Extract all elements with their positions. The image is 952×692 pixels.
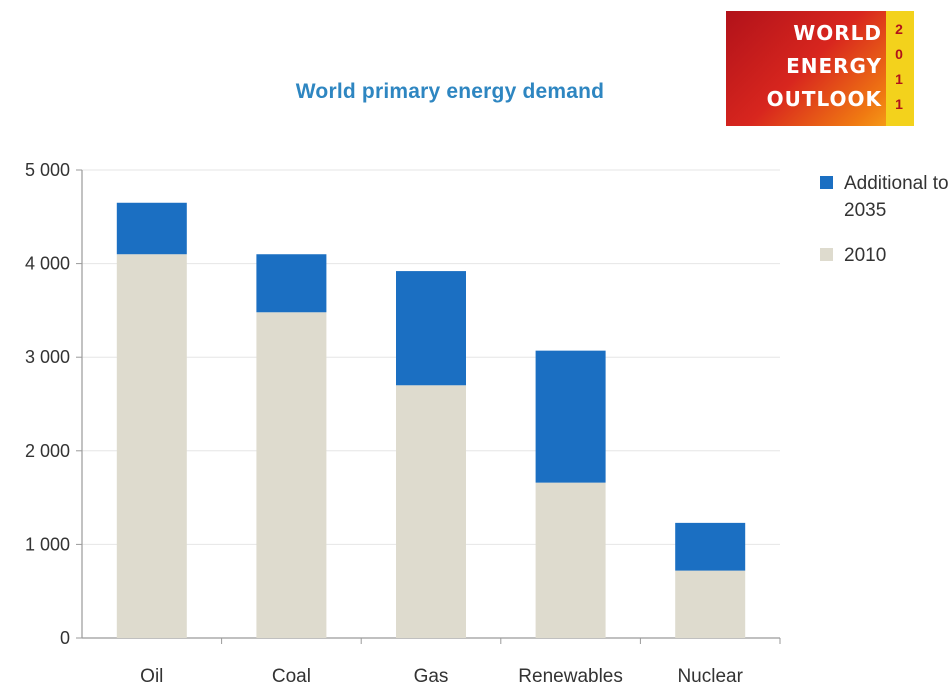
bar-segment-additional bbox=[396, 271, 466, 386]
x-tick-label: Renewables bbox=[518, 666, 623, 687]
legend-swatch-2010 bbox=[820, 248, 833, 261]
legend-label-2010: 2010 bbox=[844, 245, 887, 266]
y-tick-label: 3 000 bbox=[25, 347, 70, 367]
logo-year-digit: 1 bbox=[895, 71, 903, 87]
logo-year-digit: 0 bbox=[895, 46, 903, 62]
legend-swatch-additional bbox=[820, 176, 833, 189]
logo-line-2: ENERGY bbox=[786, 54, 882, 78]
logo-year-digit: 2 bbox=[895, 21, 903, 37]
bar-segment-additional bbox=[675, 522, 746, 571]
logo-year-band bbox=[886, 11, 914, 126]
bar-segment-2010 bbox=[675, 570, 746, 638]
bar-segment-additional bbox=[116, 202, 187, 255]
x-tick-label: Oil bbox=[140, 666, 163, 687]
bar-segment-2010 bbox=[256, 312, 327, 638]
x-tick-label: Gas bbox=[414, 666, 449, 687]
logo-year-digit: 1 bbox=[895, 96, 903, 112]
y-tick-label: 0 bbox=[60, 628, 70, 648]
y-tick-label: 2 000 bbox=[25, 441, 70, 461]
chart-title: World primary energy demand bbox=[295, 80, 605, 103]
x-tick-label: Coal bbox=[272, 666, 311, 687]
logo-line-3: OUTLOOK bbox=[766, 87, 882, 111]
chart-legend: Additional to 2035 2010 bbox=[820, 170, 952, 287]
legend-label-additional: Additional to 2035 bbox=[844, 173, 949, 221]
x-tick-label: Nuclear bbox=[677, 666, 743, 687]
y-tick-label: 4 000 bbox=[25, 254, 70, 274]
bar-segment-2010 bbox=[535, 482, 606, 638]
bar-segment-2010 bbox=[116, 254, 187, 639]
bar-segment-2010 bbox=[396, 385, 466, 638]
y-tick-label: 1 000 bbox=[25, 534, 70, 554]
y-tick-label: 5 000 bbox=[25, 160, 70, 180]
legend-item-2010: 2010 bbox=[820, 242, 952, 269]
bar-segment-additional bbox=[535, 350, 606, 483]
world-energy-outlook-logo: WORLD ENERGY OUTLOOK 2 0 1 1 bbox=[726, 11, 914, 126]
legend-item-additional: Additional to 2035 bbox=[820, 170, 952, 224]
logo-line-1: WORLD bbox=[793, 21, 882, 45]
bar-segment-additional bbox=[256, 254, 327, 313]
